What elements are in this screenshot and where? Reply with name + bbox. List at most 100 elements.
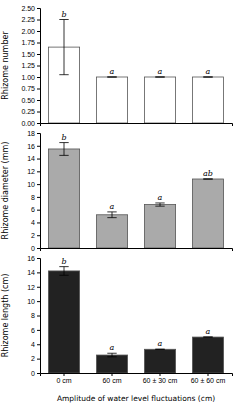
y-tick-label: 4 <box>31 219 35 226</box>
annotation: b <box>61 257 66 266</box>
y-tick: 4 <box>31 219 40 226</box>
y-tick-mark <box>37 66 40 67</box>
y-tick-mark <box>37 222 40 223</box>
y-axis-line <box>37 9 41 124</box>
panel: 02468101214160 cm60 cm60 ± 30 cm60 ± 60 … <box>1 255 233 403</box>
y-tick-mark <box>37 287 40 288</box>
error-bar-cap <box>203 77 212 78</box>
error-bar-cap <box>59 155 68 156</box>
error-bar <box>155 349 164 350</box>
annotation: a <box>158 339 163 348</box>
y-tick: 1.75 <box>21 39 40 46</box>
y-tick-mark <box>37 159 40 160</box>
x-tick: 0 cm <box>56 373 71 384</box>
y-axis: 0246810121416 <box>27 255 40 377</box>
panel: 024681012141618baaabRhizome diameter (mm… <box>1 130 233 252</box>
y-tick: 12 <box>27 168 40 175</box>
y-tick: 12 <box>27 283 40 290</box>
y-tick-mark <box>37 330 40 331</box>
error-bar <box>107 77 116 78</box>
y-tick: 10 <box>27 181 40 188</box>
y-tick-label: 2.00 <box>21 28 35 35</box>
x-tick: 60 cm <box>102 373 121 384</box>
y-tick-label: 10 <box>27 181 35 188</box>
y-tick-mark <box>37 210 40 211</box>
error-bar <box>155 203 164 206</box>
annotation: a <box>158 67 163 76</box>
y-tick-mark <box>37 301 40 302</box>
y-axis: 024681012141618 <box>27 130 40 252</box>
error-bar-cap <box>59 275 68 276</box>
y-tick: 0.50 <box>21 97 40 104</box>
x-axis <box>41 124 233 127</box>
error-bar <box>107 353 116 357</box>
x-tick: 60 ± 60 cm <box>191 373 226 384</box>
y-tick-label: 0.00 <box>21 120 35 127</box>
y-tick-label: 16 <box>27 255 35 262</box>
x-tick-label: 60 cm <box>102 377 121 384</box>
y-tick-label: 1.50 <box>21 51 35 58</box>
error-bar <box>203 179 212 180</box>
error-bar <box>203 337 212 338</box>
y-tick: 6 <box>31 327 40 334</box>
y-tick-mark <box>37 258 40 259</box>
y-tick-label: 2.50 <box>21 5 35 12</box>
y-tick: 4 <box>31 341 40 348</box>
error-bar-cap <box>59 142 68 143</box>
error-bar <box>59 20 68 75</box>
annotation: a <box>206 327 211 336</box>
y-tick: 14 <box>27 269 40 276</box>
error-bar-cap <box>203 179 212 180</box>
y-tick-mark <box>37 248 40 249</box>
error-bar <box>59 267 68 276</box>
y-axis-title: Rhizome length (cm) <box>1 274 10 358</box>
annotation: b <box>61 10 66 19</box>
bar <box>48 149 79 248</box>
y-tick-label: 0 <box>31 370 35 377</box>
y-tick-label: 6 <box>31 327 35 334</box>
bar <box>96 215 127 248</box>
plot-area <box>48 267 223 373</box>
bar <box>144 349 175 373</box>
y-tick-label: 0.25 <box>21 108 35 115</box>
y-axis-line <box>37 259 41 374</box>
y-tick-mark <box>37 31 40 32</box>
y-tick-mark <box>37 8 40 9</box>
error-bar <box>155 77 164 78</box>
y-tick: 10 <box>27 298 40 305</box>
y-tick-mark <box>37 77 40 78</box>
annotations: baaa <box>61 10 210 77</box>
bar <box>96 355 127 373</box>
bar <box>144 77 175 123</box>
y-tick: 2.50 <box>21 5 40 12</box>
x-tick-label: 0 cm <box>56 377 71 384</box>
y-tick-mark <box>37 133 40 134</box>
y-tick-mark <box>37 112 40 113</box>
y-tick-mark <box>37 89 40 90</box>
y-tick: 16 <box>27 255 40 262</box>
annotation: a <box>110 343 115 352</box>
y-axis-title: Rhizome diameter (mm) <box>1 142 10 240</box>
error-bar-cap <box>107 353 116 354</box>
x-axis <box>41 249 233 252</box>
panel: 0.000.250.500.751.001.251.501.752.002.25… <box>1 5 233 127</box>
bar <box>192 179 223 248</box>
x-axis-line <box>41 249 233 252</box>
y-tick: 14 <box>27 155 40 162</box>
error-bar-cap <box>155 206 164 207</box>
y-tick: 1.50 <box>21 51 40 58</box>
y-tick-mark <box>37 100 40 101</box>
y-tick-mark <box>37 20 40 21</box>
error-bar-cap <box>59 19 68 20</box>
y-tick-label: 1.75 <box>21 39 35 46</box>
y-tick: 16 <box>27 143 40 150</box>
y-tick: 2 <box>31 355 40 362</box>
error-bar-stem <box>112 212 113 218</box>
error-bar-cap <box>155 349 164 350</box>
x-tick-label: 60 ± 30 cm <box>143 377 178 384</box>
y-axis: 0.000.250.500.751.001.251.501.752.002.25… <box>21 5 40 127</box>
y-tick-label: 18 <box>27 130 35 137</box>
y-tick-mark <box>37 373 40 374</box>
y-tick: 0.25 <box>21 108 40 115</box>
y-tick-label: 2.25 <box>21 16 35 23</box>
